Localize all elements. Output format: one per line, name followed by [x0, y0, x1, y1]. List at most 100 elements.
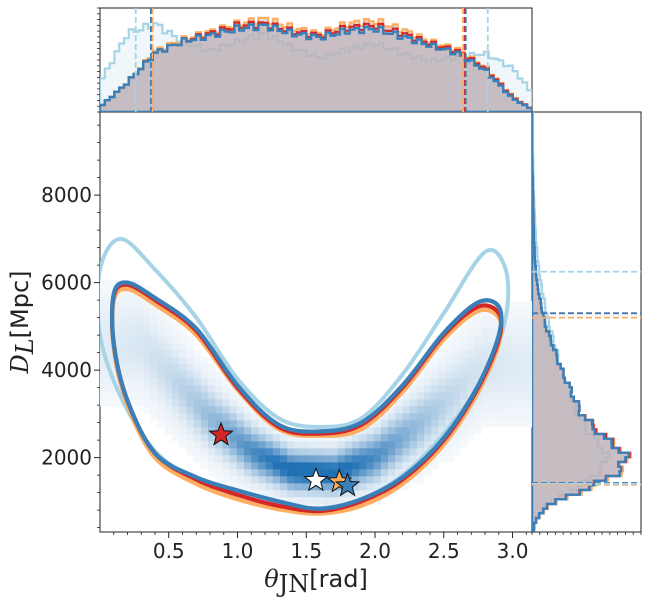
density-cell	[172, 329, 180, 337]
density-cell	[222, 441, 230, 449]
density-cell	[517, 343, 526, 351]
density-cell	[481, 406, 490, 414]
density-cell	[323, 441, 331, 449]
density-cell	[517, 336, 526, 344]
density-cell	[157, 322, 166, 330]
density-cell	[172, 399, 180, 407]
density-cell	[424, 399, 432, 407]
density-cell	[488, 329, 497, 337]
density-cell	[467, 371, 475, 379]
density-cell	[438, 364, 446, 372]
y-tick-label: 4000	[41, 358, 92, 382]
density-cell	[157, 329, 166, 337]
density-cell	[208, 469, 216, 477]
density-cell	[186, 427, 194, 435]
density-cell	[474, 343, 482, 351]
y-axis-unit: [Mpc]	[6, 270, 34, 338]
density-cell	[352, 455, 360, 463]
density-cell	[136, 280, 144, 288]
density-cell	[460, 385, 468, 393]
density-cell	[128, 343, 137, 351]
density-cell	[330, 490, 338, 498]
density-cell	[452, 392, 461, 400]
density-cell	[402, 406, 410, 414]
density-cell	[474, 399, 482, 407]
density-cell	[172, 343, 180, 351]
density-cell	[229, 455, 238, 463]
density-cell	[366, 476, 374, 484]
density-cell	[395, 434, 403, 442]
density-cell	[352, 490, 360, 498]
density-cell	[481, 413, 490, 421]
density-cell	[136, 350, 144, 358]
density-cell	[352, 441, 360, 449]
density-cell	[337, 455, 346, 463]
density-cell	[100, 357, 108, 365]
density-cell	[431, 434, 439, 442]
density-cell	[258, 455, 266, 463]
density-cell	[467, 357, 475, 365]
density-cell	[373, 427, 382, 435]
density-cell	[380, 469, 389, 477]
density-cell	[294, 441, 302, 449]
map-markers	[208, 421, 361, 497]
density-cell	[193, 364, 202, 372]
density-cell	[402, 441, 410, 449]
density-cell	[157, 350, 166, 358]
density-cell	[128, 364, 137, 372]
density-cell	[445, 413, 454, 421]
density-cell	[373, 462, 382, 470]
density-cell	[244, 420, 252, 428]
density-cell	[193, 420, 202, 428]
density-cell	[186, 441, 194, 449]
density-cell	[388, 420, 396, 428]
density-cell	[258, 448, 266, 456]
density-cell	[287, 469, 295, 477]
density-cell	[409, 448, 418, 456]
density-cell	[373, 455, 382, 463]
density-cell	[150, 322, 158, 330]
x-tick-label: 2.5	[428, 539, 460, 563]
density-cell	[251, 413, 259, 421]
density-cell	[431, 413, 439, 421]
density-cell	[359, 441, 367, 449]
density-cell	[452, 385, 461, 393]
density-cell	[388, 462, 396, 470]
density-cell	[287, 497, 295, 505]
density-cell	[236, 469, 245, 477]
density-cell	[136, 329, 144, 337]
density-cell	[366, 434, 374, 442]
density-cell	[460, 434, 468, 442]
density-cell	[150, 308, 158, 316]
density-cell	[186, 399, 194, 407]
density-cell	[287, 434, 295, 442]
density-cell	[467, 315, 475, 323]
density-cell	[100, 301, 108, 309]
density-cell	[388, 469, 396, 477]
density-cell	[424, 413, 432, 421]
density-cell	[517, 378, 526, 386]
density-cell	[114, 301, 122, 309]
density-cell	[467, 406, 475, 414]
density-cell	[438, 413, 446, 421]
density-cell	[186, 336, 194, 344]
density-cell	[323, 490, 331, 498]
density-cell	[100, 280, 108, 288]
density-cell	[121, 336, 130, 344]
density-cell	[208, 448, 216, 456]
density-cell	[431, 427, 439, 435]
density-cell	[416, 399, 425, 407]
density-cell	[251, 434, 259, 442]
y-tick-label: 2000	[41, 446, 92, 470]
density-cell	[438, 427, 446, 435]
density-cell	[294, 490, 302, 498]
density-cell	[503, 413, 511, 421]
density-cell	[258, 490, 266, 498]
density-cell	[172, 385, 180, 393]
density-cell	[215, 448, 223, 456]
density-cell	[193, 385, 202, 393]
density-cell	[236, 448, 245, 456]
density-cell	[136, 392, 144, 400]
density-cell	[114, 322, 122, 330]
density-cell	[272, 427, 281, 435]
